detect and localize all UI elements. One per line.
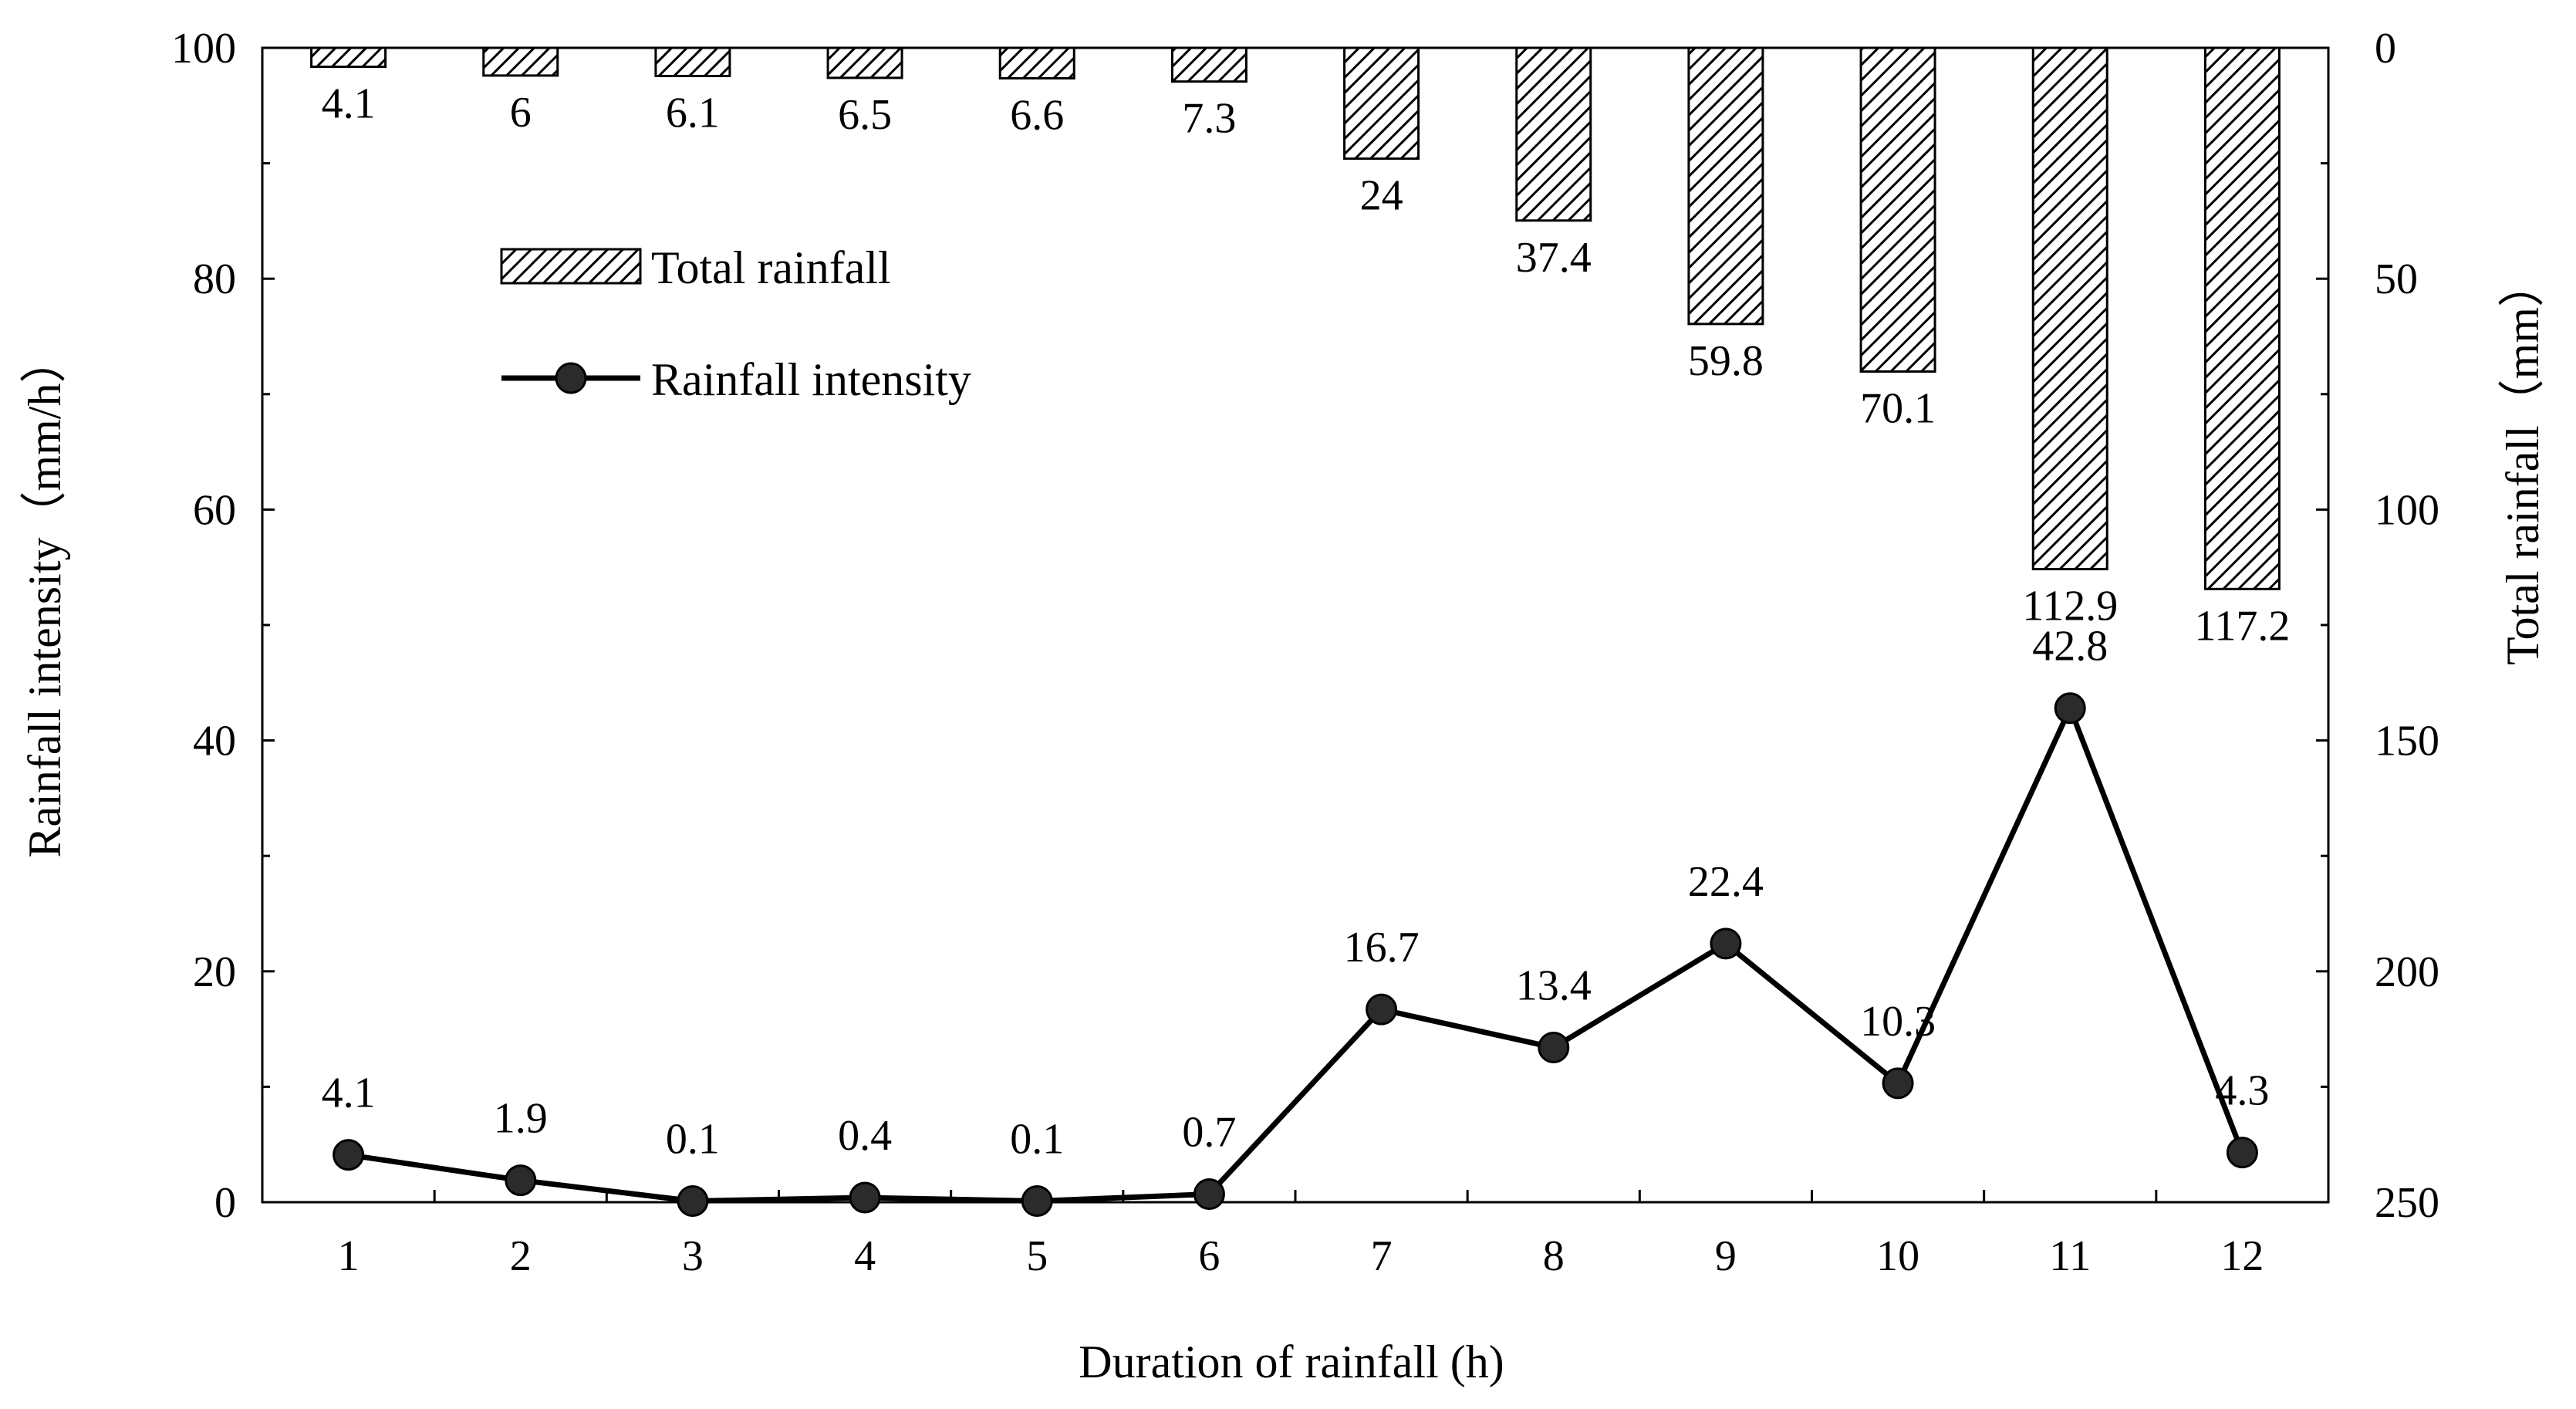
x-tick-label-10: 10 xyxy=(1876,1232,1919,1280)
x-tick-label-12: 12 xyxy=(2220,1232,2264,1280)
intensity-label-2: 1.9 xyxy=(494,1095,548,1143)
bar-label-7: 24 xyxy=(1360,172,1403,220)
intensity-point-7 xyxy=(1366,993,1398,1025)
x-tick-label-5: 5 xyxy=(1026,1232,1048,1280)
y-right-tick-label-250: 250 xyxy=(2375,1179,2439,1227)
intensity-label-6: 0.7 xyxy=(1182,1109,1236,1157)
y-left-tick-label-80: 80 xyxy=(193,255,236,303)
bar-label-2: 6 xyxy=(510,89,532,137)
intensity-label-4: 0.4 xyxy=(838,1112,892,1160)
x-tick-label-2: 2 xyxy=(510,1232,532,1280)
bar-12 xyxy=(2203,46,2281,590)
x-tick-label-8: 8 xyxy=(1543,1232,1565,1280)
legend-label-total-rainfall: Total rainfall xyxy=(651,242,891,293)
bar-label-4: 6.5 xyxy=(838,91,892,139)
intensity-line xyxy=(348,705,2245,1205)
legend: Total rainfall Rainfall intensity xyxy=(500,242,971,405)
intensity-label-12: 4.3 xyxy=(2215,1067,2269,1115)
x-tick-label-7: 7 xyxy=(1371,1232,1393,1280)
y-left-tick-label-40: 40 xyxy=(193,718,236,765)
y-axis-left-title: Rainfall intensity（mm/h） xyxy=(19,337,70,858)
y-left-tick-label-60: 60 xyxy=(193,486,236,534)
x-tick-label-6: 6 xyxy=(1198,1232,1220,1280)
plot-frame xyxy=(261,46,2330,1204)
bar-label-11: 112.9 xyxy=(2022,583,2118,630)
legend-label-rainfall-intensity: Rainfall intensity xyxy=(651,354,971,405)
y-right-tick-label-0: 0 xyxy=(2375,25,2396,73)
x-tick-label-1: 1 xyxy=(338,1232,360,1280)
bar-label-6: 7.3 xyxy=(1182,95,1236,143)
bar-label-1: 4.1 xyxy=(322,80,376,128)
bar-label-10: 70.1 xyxy=(1860,384,1936,432)
intensity-point-11 xyxy=(2054,692,2086,725)
bar-data-labels: 4.1 6 6.1 6.5 6.6 7.3 24 37.4 59.8 70.1 112.9 117.2 xyxy=(322,80,2291,650)
intensity-point-3 xyxy=(677,1185,709,1218)
bar-label-8: 37.4 xyxy=(1516,234,1592,282)
intensity-point-1 xyxy=(333,1139,365,1171)
bar-label-12: 117.2 xyxy=(2194,602,2290,650)
y-right-tick-label-100: 100 xyxy=(2375,486,2439,534)
intensity-label-3: 0.1 xyxy=(666,1116,720,1164)
intensity-point-4 xyxy=(849,1181,881,1214)
intensity-label-1: 4.1 xyxy=(322,1069,376,1117)
legend-symbol-marker-rainfall-intensity xyxy=(555,362,587,394)
bar-7 xyxy=(1343,46,1420,160)
intensity-point-8 xyxy=(1538,1032,1570,1064)
bar-label-5: 6.6 xyxy=(1010,91,1064,139)
bar-3 xyxy=(654,46,731,78)
line-series-rainfall-intensity xyxy=(333,692,2258,1218)
intensity-label-5: 0.1 xyxy=(1010,1116,1064,1164)
y-right-tick-label-150: 150 xyxy=(2375,718,2439,765)
intensity-point-9 xyxy=(1710,928,1742,960)
bar-5 xyxy=(998,46,1075,79)
bar-label-9: 59.8 xyxy=(1688,337,1764,385)
y-left-tick-label-0: 0 xyxy=(214,1179,236,1227)
bar-series-total-rainfall xyxy=(310,46,2281,590)
intensity-label-8: 13.4 xyxy=(1516,962,1592,1010)
bar-10 xyxy=(1859,46,1936,373)
intensity-point-6 xyxy=(1193,1178,1225,1211)
x-tick-label-11: 11 xyxy=(2049,1232,2091,1280)
y-left-tick-label-100: 100 xyxy=(171,25,236,73)
intensity-point-5 xyxy=(1021,1185,1053,1218)
bar-label-3: 6.1 xyxy=(666,90,720,137)
x-tick-label-3: 3 xyxy=(682,1232,704,1280)
bar-8 xyxy=(1515,46,1592,222)
bar-4 xyxy=(826,46,903,79)
intensity-label-7: 16.7 xyxy=(1344,924,1420,971)
y-right-tick-label-50: 50 xyxy=(2375,255,2418,303)
intensity-point-10 xyxy=(1882,1067,1914,1100)
bar-1 xyxy=(310,46,387,69)
bar-6 xyxy=(1170,46,1247,83)
intensity-label-11: 42.8 xyxy=(2032,623,2108,671)
bar-11 xyxy=(2031,46,2108,571)
x-tick-label-4: 4 xyxy=(854,1232,876,1280)
legend-symbol-total-rainfall xyxy=(500,248,642,285)
y-left-tick-label-20: 20 xyxy=(193,948,236,996)
y-right-tick-label-200: 200 xyxy=(2375,948,2439,996)
intensity-label-9: 22.4 xyxy=(1688,858,1764,906)
intensity-label-10: 10.3 xyxy=(1860,998,1936,1046)
intensity-point-12 xyxy=(2226,1137,2258,1169)
y-axis-right-title: Total rainfall（mm） xyxy=(2497,261,2548,665)
x-tick-label-9: 9 xyxy=(1715,1232,1737,1280)
line-data-labels: 4.1 1.9 0.1 0.4 0.1 0.7 16.7 13.4 22.4 10.3 42.8 4.… xyxy=(322,623,2270,1164)
bar-9 xyxy=(1687,46,1764,326)
x-axis-title: Duration of rainfall (h) xyxy=(1079,1336,1504,1387)
bar-2 xyxy=(482,46,559,77)
intensity-point-2 xyxy=(505,1164,537,1197)
